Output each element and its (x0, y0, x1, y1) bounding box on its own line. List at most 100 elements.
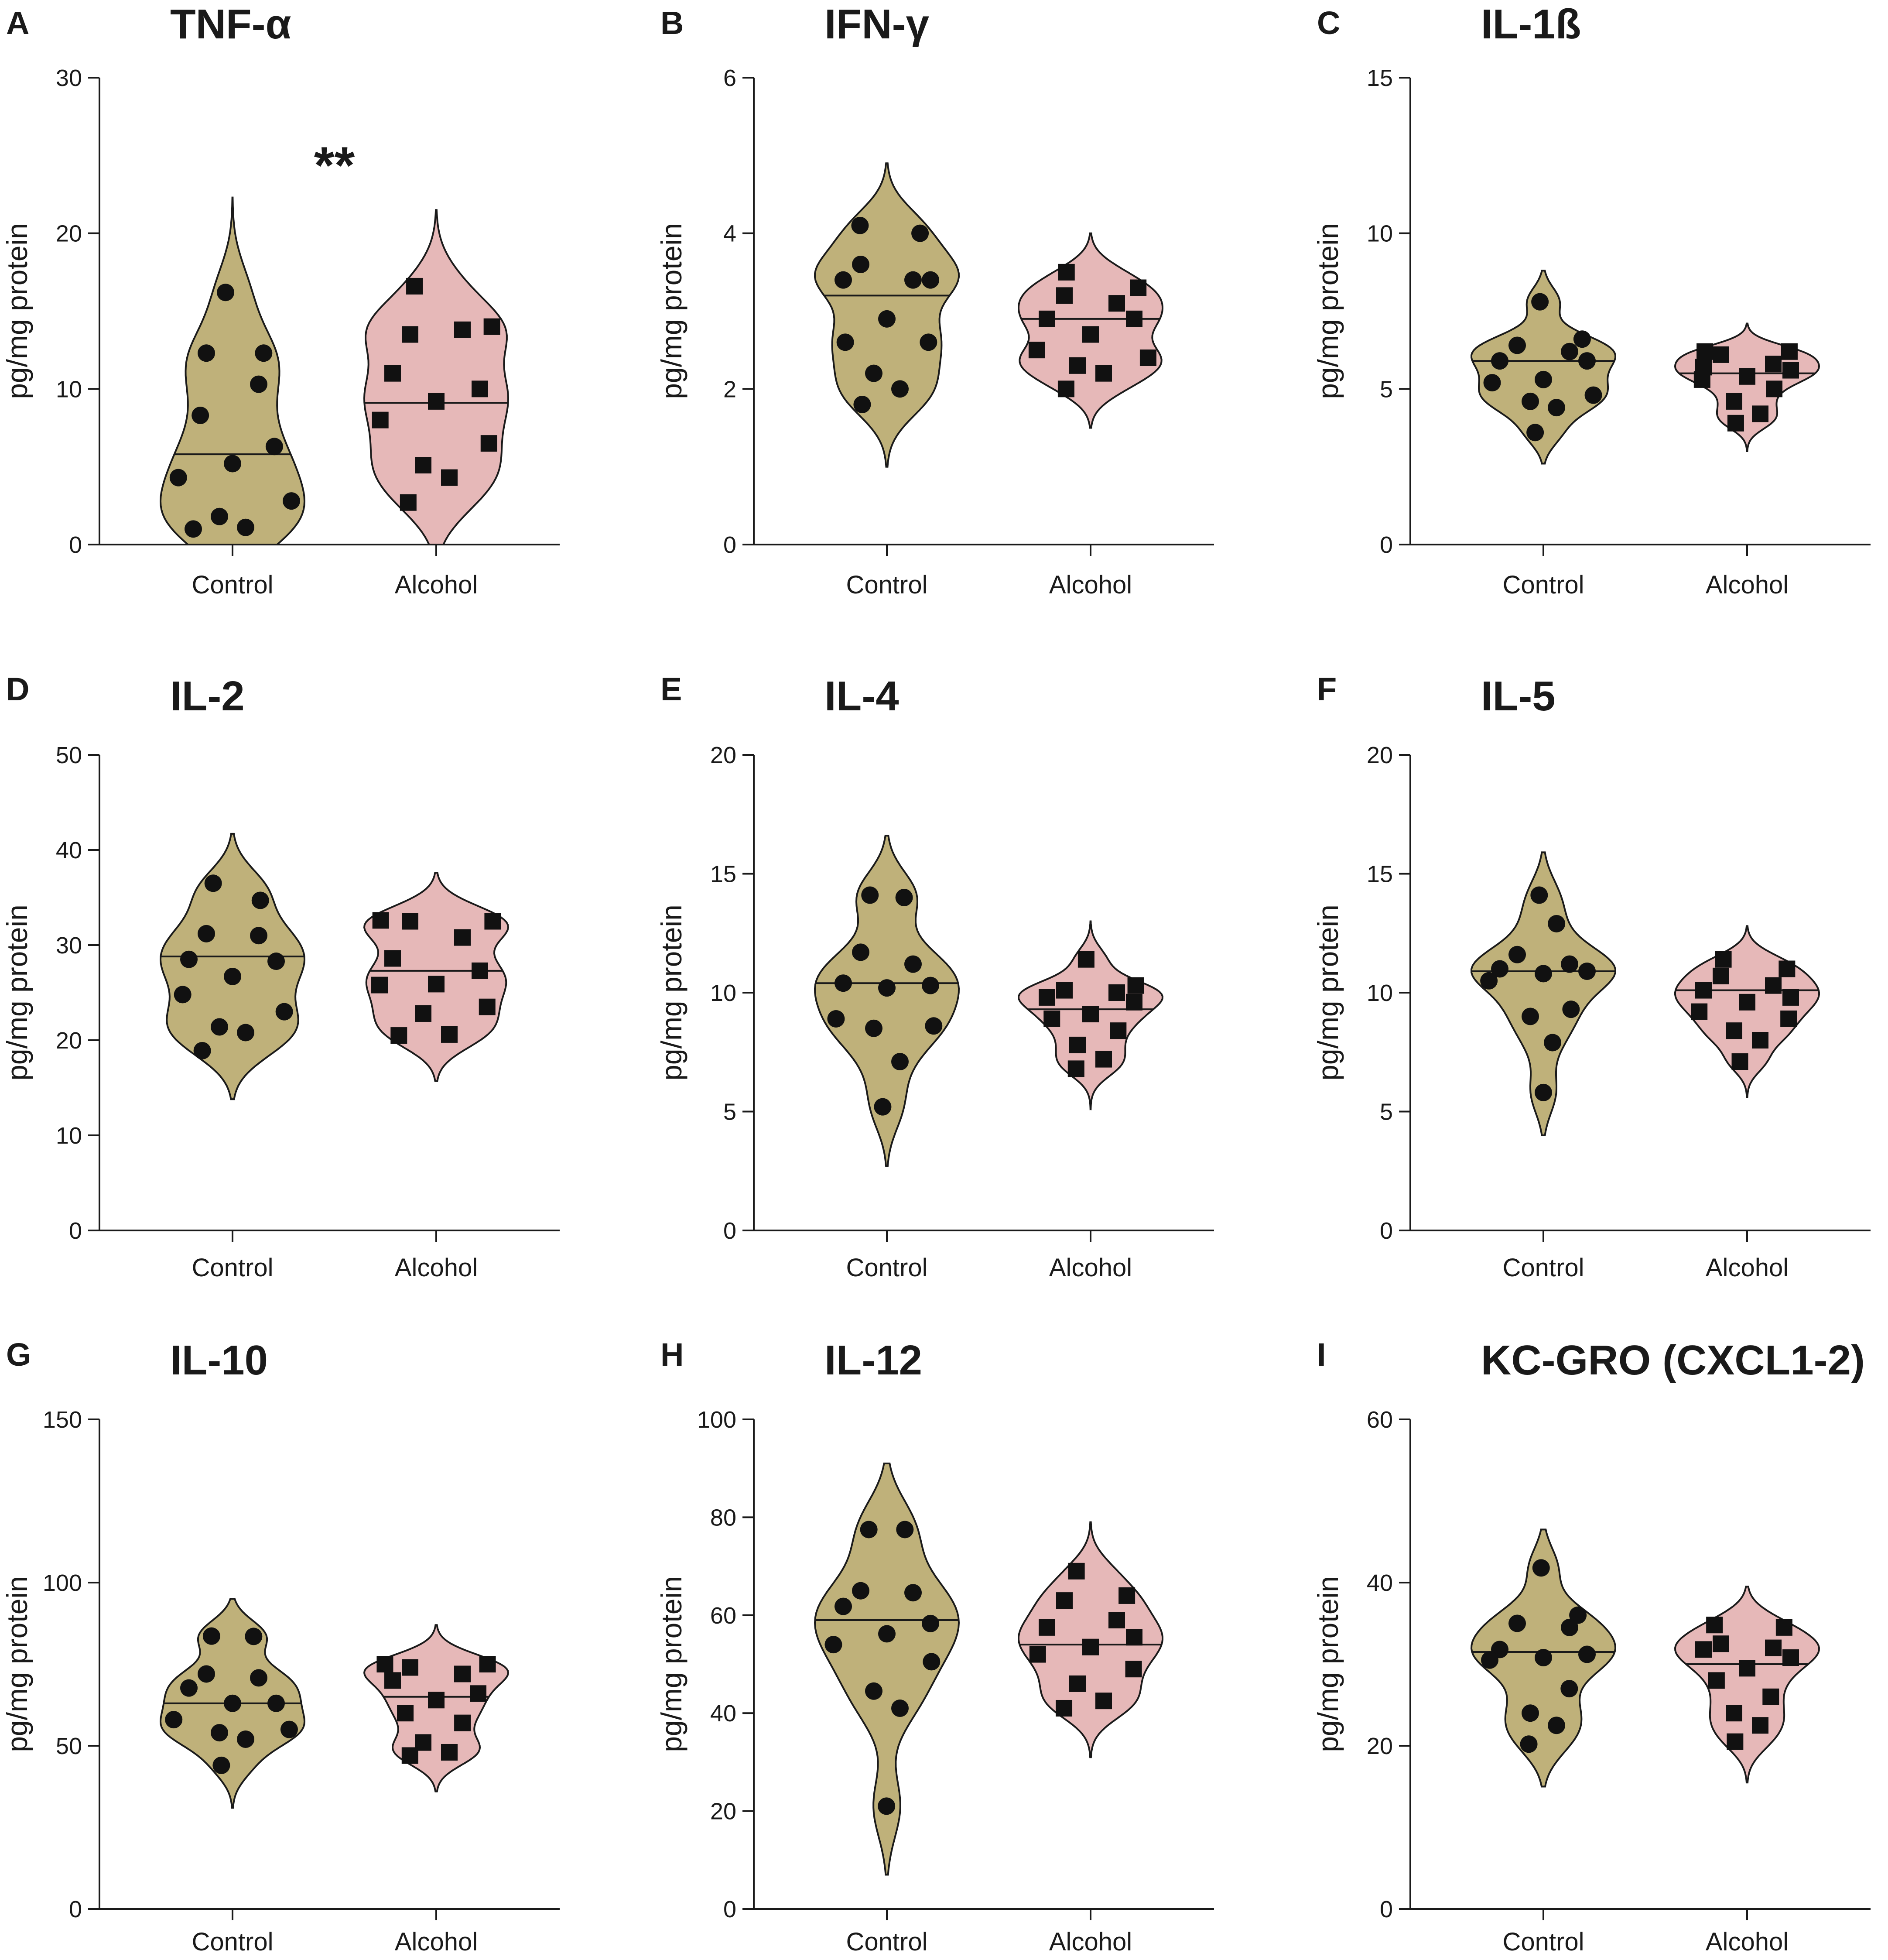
data-point (925, 1017, 943, 1035)
data-point (1561, 955, 1578, 973)
data-point (1068, 1563, 1085, 1580)
data-point (280, 1720, 298, 1738)
data-point (1752, 1717, 1768, 1734)
data-point (1095, 1051, 1112, 1068)
panel-letter: D (6, 671, 29, 707)
data-point (1752, 405, 1768, 422)
y-tick-label: 15 (1367, 65, 1393, 91)
y-tick-label: 0 (1380, 1218, 1393, 1244)
data-point (923, 1653, 941, 1671)
data-point (406, 278, 423, 295)
data-point (192, 406, 209, 424)
y-tick-label: 15 (710, 861, 736, 887)
y-axis-label: pg/mg protein (655, 905, 687, 1081)
data-point (212, 1756, 230, 1774)
data-point (1766, 380, 1783, 397)
data-point (1082, 326, 1099, 343)
data-point (428, 1692, 445, 1709)
data-point (1715, 951, 1732, 968)
data-point (1531, 293, 1549, 311)
data-point (1578, 962, 1596, 980)
data-point (865, 1682, 882, 1700)
data-point (1726, 1022, 1742, 1039)
data-point (180, 950, 198, 968)
data-point (371, 977, 388, 994)
y-tick-label: 0 (69, 532, 82, 558)
data-point (250, 927, 267, 945)
data-point (1548, 399, 1565, 417)
data-point (372, 912, 389, 929)
data-point (1691, 1003, 1708, 1020)
data-point (255, 344, 273, 362)
panel-title: KC-GRO (CXCL1-2) (1481, 1337, 1865, 1384)
panel-letter: A (6, 5, 29, 41)
y-tick-label: 20 (710, 742, 736, 768)
data-point (1731, 1053, 1748, 1070)
data-point (1727, 1733, 1744, 1750)
panel-h: H IL-12 0 20 40 60 80 100 pg/mg protein Control Al… (655, 1336, 1214, 1956)
data-point (1739, 994, 1755, 1011)
x-category-label: Alcohol (395, 571, 478, 599)
data-point (479, 1656, 496, 1672)
x-category-label: Alcohol (1706, 571, 1789, 599)
data-point (1713, 346, 1729, 363)
data-point (1578, 352, 1596, 370)
data-point (1069, 357, 1086, 374)
data-point (852, 256, 869, 273)
data-point (428, 393, 445, 410)
y-tick-label: 20 (1367, 1733, 1393, 1759)
data-point (1695, 982, 1712, 999)
data-point (1765, 1639, 1782, 1656)
data-point (484, 913, 501, 930)
data-point (1056, 1700, 1073, 1717)
data-point (400, 494, 417, 511)
data-point (865, 1019, 882, 1037)
data-point (372, 411, 389, 428)
y-tick-label: 10 (1367, 980, 1393, 1006)
data-point (1562, 1001, 1580, 1018)
data-point (1727, 415, 1744, 432)
data-point (835, 271, 852, 289)
data-point (852, 1582, 869, 1600)
data-point (1535, 965, 1552, 983)
violin-alcohol (1674, 1586, 1820, 1784)
data-point (827, 1010, 845, 1028)
data-point (1708, 1672, 1725, 1689)
data-point (384, 1672, 401, 1689)
x-category-label: Alcohol (395, 1928, 478, 1956)
data-point (472, 962, 488, 979)
data-point (878, 1625, 896, 1643)
data-point (1110, 1022, 1127, 1039)
data-point (1561, 343, 1578, 360)
data-point (472, 380, 488, 397)
data-point (1765, 977, 1782, 994)
y-tick-label: 0 (723, 1218, 736, 1244)
data-point (1762, 1688, 1779, 1705)
panel-title: IL-5 (1481, 673, 1556, 720)
violin-control (159, 196, 306, 545)
data-point (441, 1744, 458, 1761)
y-tick-label: 5 (1380, 376, 1393, 402)
y-tick-label: 150 (43, 1407, 82, 1433)
y-tick-label: 50 (56, 1733, 82, 1759)
data-point (1548, 1717, 1565, 1734)
data-point (1095, 365, 1112, 382)
data-point (479, 998, 496, 1015)
y-tick-label: 5 (723, 1099, 736, 1125)
data-point (1696, 343, 1714, 360)
panel-c: C IL-1ß 0 5 10 15 pg/mg protein Control Alcohol (1312, 1, 1871, 599)
x-category-label: Alcohol (1706, 1254, 1789, 1282)
data-point (1056, 1592, 1073, 1609)
data-point (852, 943, 869, 961)
panel-letter: B (660, 5, 684, 41)
data-point (454, 929, 471, 946)
data-point (1782, 362, 1799, 379)
x-category-label: Control (846, 1928, 928, 1956)
data-point (891, 1699, 909, 1717)
data-point (920, 333, 937, 351)
data-point (1108, 984, 1125, 1001)
y-tick-label: 40 (1367, 1570, 1393, 1596)
data-point (402, 326, 418, 343)
data-point (211, 507, 228, 525)
data-point (1573, 330, 1591, 348)
